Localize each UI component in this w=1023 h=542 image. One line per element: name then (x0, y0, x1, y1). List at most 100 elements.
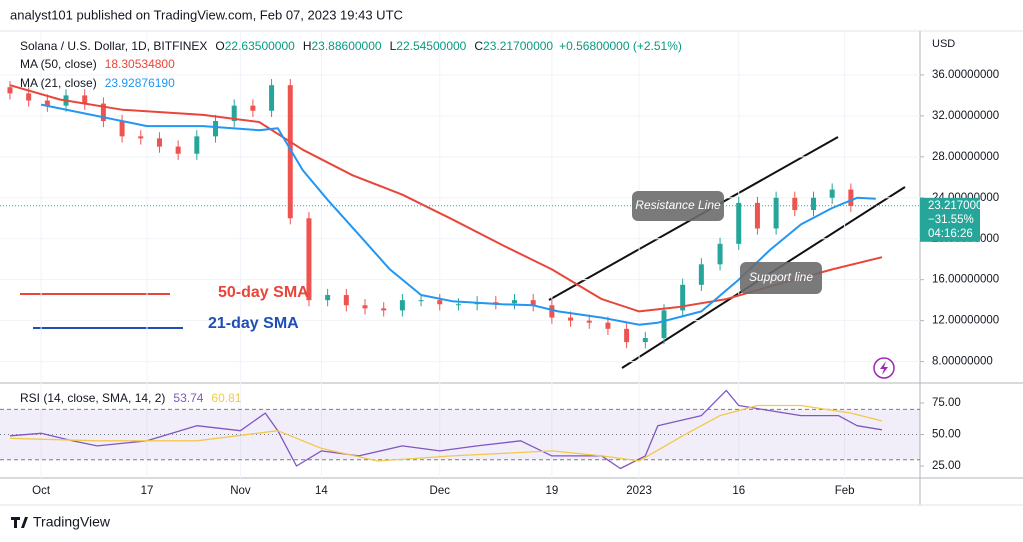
candle-body (325, 295, 331, 301)
rsi-tick-label: 50.00 (932, 429, 961, 441)
candle-body (7, 87, 13, 94)
ma-value: 23.92876190 (105, 76, 175, 90)
alert-icon[interactable] (873, 357, 895, 379)
ma-name: MA (50, close) (20, 57, 97, 71)
candle-body (156, 138, 162, 147)
ma-legend: MA (21, close) 23.92876190 (20, 76, 175, 90)
candle-body (343, 295, 349, 306)
candle-body (287, 85, 293, 219)
candle-body (736, 202, 742, 244)
y-tick-label: 12.00000000 (932, 315, 999, 327)
currency: USD (932, 38, 955, 50)
y-tick-label: 36.00000000 (932, 69, 999, 81)
candle-body (661, 310, 667, 339)
rsi-legend: RSI (14, close, SMA, 14, 2) 53.74 60.81 (20, 391, 242, 405)
candle-body (810, 197, 816, 211)
rsi-tick-label: 25.00 (932, 460, 961, 472)
x-tick-label: 14 (315, 485, 328, 497)
change: +0.56800000 (+2.51%) (559, 39, 682, 53)
y-tick-label: 16.00000000 (932, 274, 999, 286)
candle-body (605, 322, 611, 329)
x-tick-label: Dec (430, 485, 451, 497)
ohlc-key: O (215, 39, 224, 53)
candle-body (44, 100, 50, 106)
x-tick-label: 16 (732, 485, 745, 497)
x-tick-label: Oct (32, 485, 51, 497)
candle-body (306, 218, 312, 301)
rsi-value: 53.74 (173, 391, 203, 405)
x-tick-label: 19 (545, 485, 558, 497)
candle-body (269, 85, 275, 111)
symbol: Solana / U.S. Dollar, 1D, BITFINEX (20, 39, 207, 53)
last-price-label: 23.21700000 (928, 200, 995, 212)
x-tick-label: Nov (230, 485, 251, 497)
alert-icon-ring (873, 357, 895, 379)
candle-body (250, 105, 256, 111)
legend-lines (20, 293, 183, 329)
candle-body (717, 243, 723, 265)
candle-body (418, 300, 424, 302)
candle-body (138, 136, 144, 139)
annotation-box (740, 262, 822, 294)
candle-body (586, 320, 592, 323)
candle-body (381, 308, 387, 311)
plot: 8.0000000012.0000000016.0000000020.00000… (0, 31, 999, 497)
candle-body (362, 305, 368, 309)
rsi-tick-label: 75.00 (932, 397, 961, 409)
y-tick-label: 28.00000000 (932, 151, 999, 163)
ma-name: MA (21, close) (20, 76, 97, 90)
symbol-legend: Solana / U.S. Dollar, 1D, BITFINEX O22.63… (20, 39, 682, 53)
ohlc-value: 22.54500000 (396, 39, 466, 53)
last-change: −31.55% (928, 214, 974, 226)
rsi-value: 60.81 (211, 391, 241, 405)
ohlc-key: L (390, 39, 397, 53)
annotation: Support line (749, 270, 813, 284)
x-tick-label: Feb (835, 485, 855, 497)
x-tick-label: 2023 (626, 485, 652, 497)
annotation: 50-day SMA (218, 284, 309, 301)
candle-body (698, 264, 704, 285)
published-by: analyst101 published on TradingView.com,… (10, 7, 403, 22)
candle-body (213, 120, 219, 137)
annotation: Resistance Line (635, 198, 721, 212)
candle-body (530, 300, 536, 306)
candle-body (194, 136, 200, 154)
candle-body (549, 305, 555, 318)
candle-body (119, 120, 125, 137)
candle-body (754, 202, 760, 229)
candle-body (624, 328, 630, 343)
candle-body (437, 300, 443, 305)
candle-body (26, 93, 32, 101)
alert-icon-bolt (880, 361, 888, 375)
annotation: 21-day SMA (208, 315, 299, 332)
line-series (40, 103, 876, 326)
annotation-box (632, 191, 724, 221)
candle-body (829, 189, 835, 198)
brand[interactable]: TradingView (11, 514, 111, 530)
candle-body (568, 317, 574, 321)
candle-body (455, 304, 461, 306)
candle-body (493, 302, 499, 304)
last-price-tag (920, 197, 980, 242)
candle-body (512, 300, 518, 304)
ohlc-key: H (303, 39, 312, 53)
candle-body (680, 284, 686, 311)
ohlc-key: C (474, 39, 483, 53)
candle-body (231, 105, 237, 121)
candle-body (399, 300, 405, 311)
brand-logo (11, 517, 28, 528)
x-tick-label: 17 (141, 485, 154, 497)
y-tick-label: 32.00000000 (932, 110, 999, 122)
ma-legend: MA (50, close) 18.30534800 (20, 57, 175, 71)
candle-body (82, 95, 88, 104)
brand-name: TradingView (33, 514, 111, 530)
candle-body (642, 338, 648, 343)
candle-body (792, 197, 798, 211)
ohlc-value: 22.63500000 (225, 39, 295, 53)
ma-value: 18.30534800 (105, 57, 175, 71)
candle-body (773, 197, 779, 229)
candle-body (175, 146, 181, 154)
line-series (9, 404, 883, 462)
